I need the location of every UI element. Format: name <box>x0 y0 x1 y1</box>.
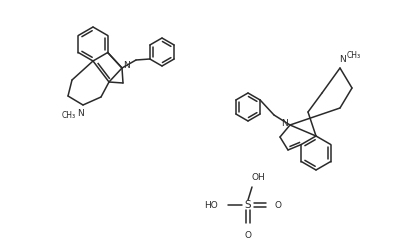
Text: N: N <box>339 55 346 65</box>
Text: O: O <box>244 231 251 239</box>
Text: OH: OH <box>251 173 265 182</box>
Text: CH₃: CH₃ <box>62 110 76 119</box>
Text: N: N <box>282 118 288 128</box>
Text: O: O <box>275 201 282 209</box>
Text: HO: HO <box>204 201 218 209</box>
Text: S: S <box>245 200 251 210</box>
Text: CH₃: CH₃ <box>347 51 361 60</box>
Text: N: N <box>123 61 129 71</box>
Text: N: N <box>78 109 84 117</box>
